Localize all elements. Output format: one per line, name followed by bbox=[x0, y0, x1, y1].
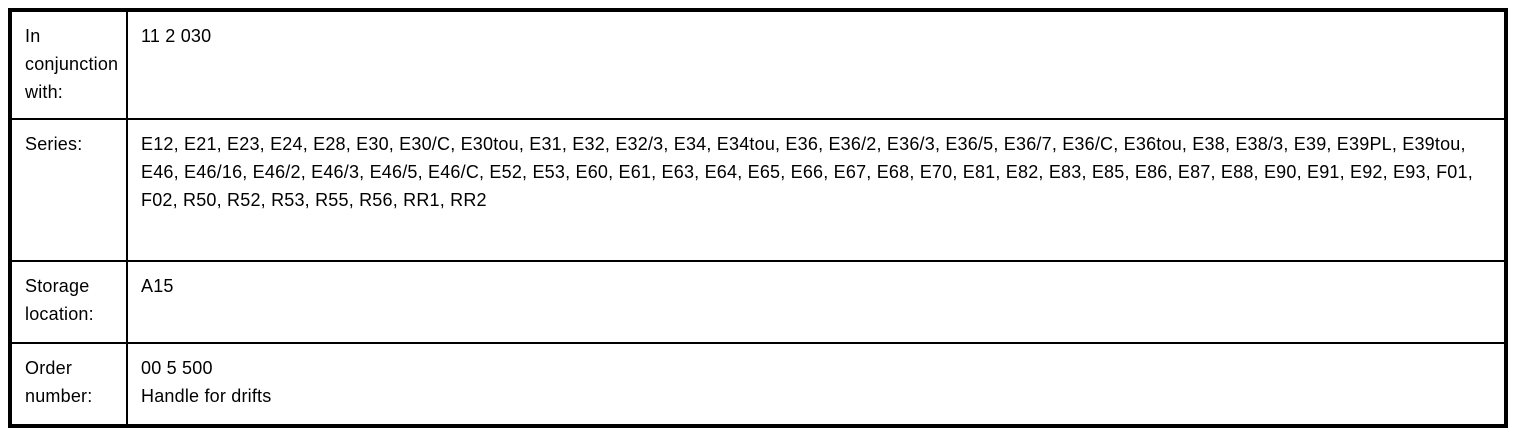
table-row: Series: E12, E21, E23, E24, E28, E30, E3… bbox=[12, 120, 1504, 262]
storage-location-value: A15 bbox=[141, 276, 174, 296]
table-row: In conjunction with: 11 2 030 bbox=[12, 12, 1504, 120]
order-number-label: Order number: bbox=[12, 344, 128, 424]
order-number-cell: 00 5 500 Handle for drifts bbox=[128, 344, 1504, 424]
conjunction-label: In conjunction with: bbox=[12, 12, 128, 118]
conjunction-value: 11 2 030 bbox=[141, 26, 212, 46]
table-row: Order number: 00 5 500 Handle for drifts bbox=[12, 344, 1504, 424]
order-number-description: Handle for drifts bbox=[141, 386, 272, 406]
series-value: E12, E21, E23, E24, E28, E30, E30/C, E30… bbox=[141, 134, 1473, 210]
storage-location-label: Storage location: bbox=[12, 262, 128, 342]
series-label: Series: bbox=[12, 120, 128, 260]
tool-spec-table: In conjunction with: 11 2 030 Series: E1… bbox=[8, 8, 1508, 428]
table-row: Storage location: A15 bbox=[12, 262, 1504, 344]
order-number-value: 00 5 500 bbox=[141, 358, 213, 378]
